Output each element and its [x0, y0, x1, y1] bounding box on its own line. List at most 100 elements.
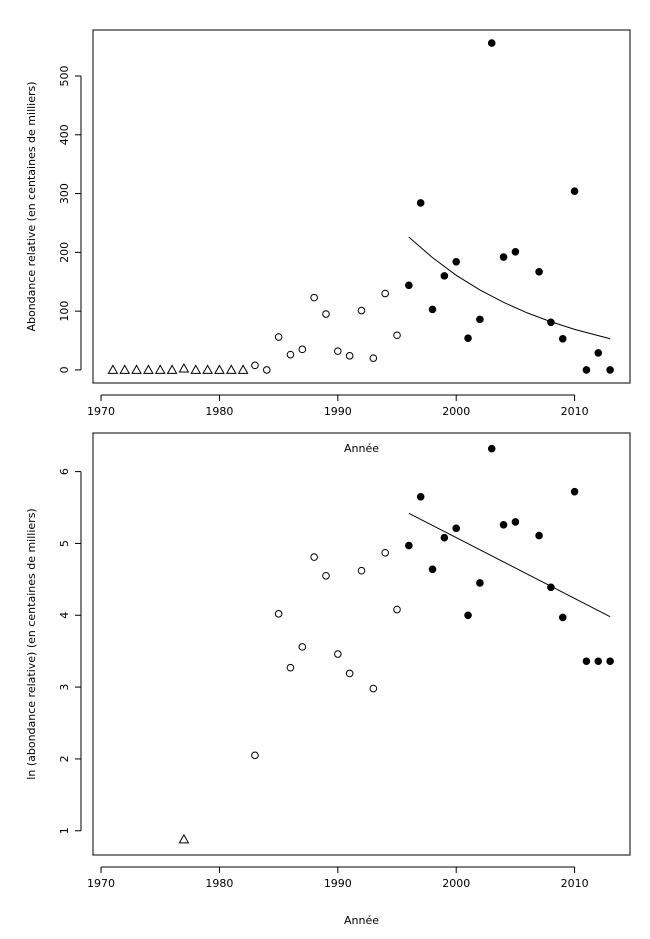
y-tick-label: 6: [58, 468, 71, 475]
triangle-point: [143, 364, 154, 374]
open-point: [274, 610, 283, 618]
x-tick-label: 2010: [561, 877, 589, 890]
filled-point: [511, 518, 520, 526]
open-point: [322, 571, 330, 580]
y-tick-label: 0: [58, 366, 71, 373]
plot-frame: [92, 432, 631, 856]
filled-point: [558, 613, 567, 622]
open-point: [393, 331, 401, 340]
x-tick-label: 2000: [442, 877, 470, 890]
filled-point: [452, 524, 461, 533]
open-point: [322, 310, 330, 318]
y-tick-label: 200: [58, 242, 71, 263]
x-tick-label: 1970: [87, 877, 115, 890]
open-point: [262, 366, 271, 374]
open-point: [251, 361, 259, 370]
y-tick-label: 4: [58, 612, 71, 619]
x-tick-label: 1990: [324, 877, 352, 890]
y-tick-label: 300: [58, 183, 71, 204]
y-tick-label: 2: [58, 755, 71, 762]
filled-point: [416, 199, 425, 207]
triangle-point: [166, 364, 178, 374]
filled-point: [428, 305, 437, 314]
y-tick-label: 1: [58, 827, 71, 834]
x-tick-label: 1990: [324, 405, 352, 418]
open-point: [345, 669, 354, 678]
y-tick-label: 3: [58, 684, 71, 691]
triangle-point: [131, 364, 142, 374]
x-tick-label: 1980: [205, 877, 233, 890]
open-point: [393, 605, 401, 614]
triangle-point: [178, 833, 190, 844]
filled-point: [476, 315, 484, 324]
triangle-point: [202, 364, 213, 374]
open-point: [298, 345, 307, 354]
open-point: [298, 643, 307, 651]
filled-point: [464, 334, 472, 342]
filled-point: [428, 565, 437, 574]
y-axis-title: ln (abondance relative) (en centaines de…: [25, 508, 38, 779]
open-point: [334, 650, 342, 658]
open-point: [345, 352, 354, 360]
open-point: [286, 350, 295, 359]
filled-point: [511, 247, 520, 256]
open-point: [381, 548, 389, 557]
open-point: [357, 306, 366, 315]
x-axis-title: Année: [344, 914, 379, 927]
x-tick-label: 2000: [442, 405, 470, 418]
triangle-point: [214, 364, 225, 374]
open-point: [310, 293, 318, 302]
filled-point: [499, 253, 508, 261]
open-point: [369, 354, 378, 362]
filled-point: [594, 657, 603, 666]
y-tick-label: 400: [58, 124, 71, 145]
x-axis-title: Année: [344, 442, 379, 455]
triangle-point: [107, 364, 119, 374]
filled-point: [535, 531, 543, 540]
filled-point: [594, 349, 603, 357]
filled-point: [440, 533, 449, 542]
filled-point: [570, 487, 579, 496]
triangle-point: [178, 362, 190, 373]
filled-point: [606, 366, 614, 374]
open-point: [381, 289, 389, 298]
filled-point: [440, 272, 449, 280]
triangle-point: [237, 364, 249, 374]
plot-frame: [92, 29, 631, 384]
triangle-point: [225, 364, 237, 374]
fit-line: [408, 236, 611, 340]
filled-point: [476, 579, 484, 587]
open-point: [310, 553, 318, 561]
fit-line: [408, 512, 611, 618]
filled-point: [535, 267, 543, 276]
triangle-point: [190, 364, 202, 374]
y-tick-label: 500: [58, 65, 71, 86]
y-tick-label: 100: [58, 301, 71, 322]
filled-point: [405, 541, 413, 550]
open-point: [369, 684, 378, 693]
open-point: [334, 347, 342, 355]
filled-point: [558, 334, 567, 343]
filled-point: [606, 657, 614, 666]
y-tick-label: 5: [58, 540, 71, 547]
filled-point: [416, 492, 425, 501]
filled-point: [464, 611, 472, 620]
filled-point: [582, 366, 591, 374]
y-axis-title: Abondance relative (en centaines de mill…: [25, 81, 38, 331]
open-point: [274, 333, 283, 341]
filled-point: [405, 281, 413, 290]
x-tick-label: 1970: [87, 405, 115, 418]
x-tick-label: 2010: [561, 405, 589, 418]
filled-point: [487, 444, 496, 453]
open-point: [251, 751, 259, 760]
filled-point: [452, 257, 461, 266]
open-point: [286, 663, 295, 672]
triangle-point: [119, 364, 131, 374]
filled-point: [487, 39, 496, 47]
filled-point: [570, 187, 579, 196]
open-point: [357, 566, 366, 575]
triangle-point: [154, 364, 166, 374]
filled-point: [499, 520, 508, 529]
filled-point: [582, 657, 591, 666]
x-tick-label: 1980: [205, 405, 233, 418]
